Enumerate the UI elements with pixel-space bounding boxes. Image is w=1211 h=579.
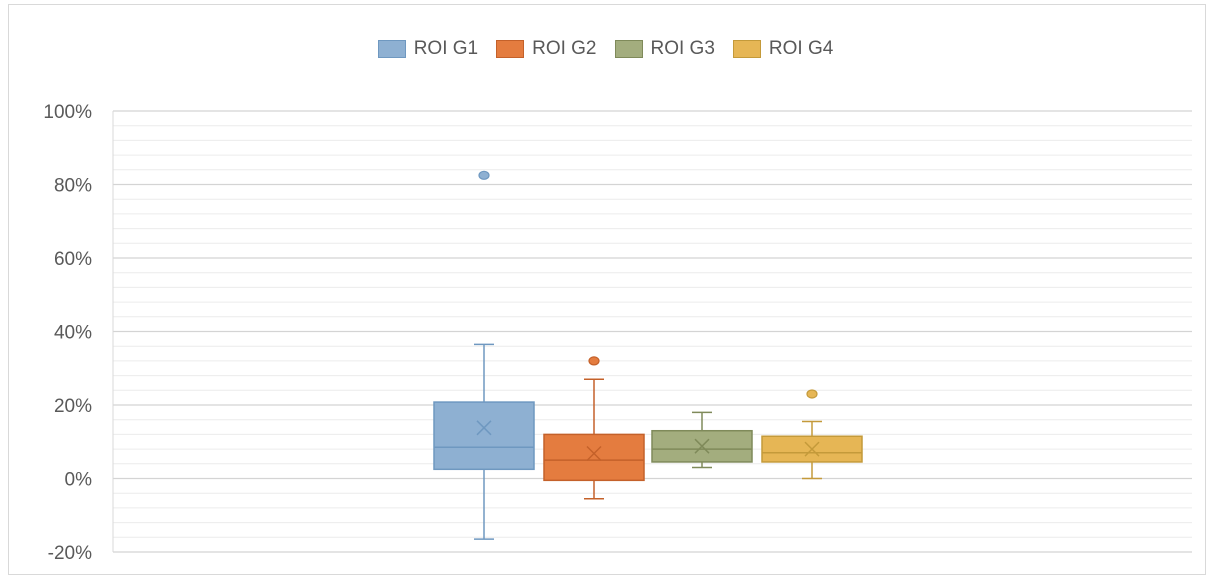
series-2-outlier-point xyxy=(588,356,600,366)
series-1-outlier-point xyxy=(478,170,490,180)
legend-item: ROI G4 xyxy=(732,38,834,60)
series-2-mean-marker xyxy=(586,445,602,462)
legend-item: ROI G1 xyxy=(377,38,479,60)
legend-item: ROI G2 xyxy=(496,38,597,60)
legend-item: ROI G3 xyxy=(614,38,715,60)
legend-swatch xyxy=(614,40,643,58)
series-3-mean-marker xyxy=(694,438,710,454)
y-tick-label: -20% xyxy=(48,543,92,564)
series-4-outlier-point xyxy=(806,389,818,399)
series-4-mean-marker xyxy=(804,441,820,457)
series-1-mean-marker xyxy=(476,420,492,436)
legend-swatch xyxy=(496,40,525,58)
y-tick-label: 100% xyxy=(43,102,92,123)
y-tick-label: 40% xyxy=(54,323,92,344)
y-tick-label: 20% xyxy=(54,396,92,417)
legend-label: ROI G1 xyxy=(413,38,479,59)
series-1-box xyxy=(433,401,535,471)
legend-swatch xyxy=(377,40,406,58)
y-tick-label: 60% xyxy=(54,249,92,270)
legend-swatch xyxy=(732,40,761,58)
legend-label: ROI G3 xyxy=(650,38,715,59)
y-tick-label: 0% xyxy=(65,470,93,491)
legend-label: ROI G2 xyxy=(532,38,597,59)
legend-label: ROI G4 xyxy=(768,38,834,59)
series-2-box xyxy=(543,433,645,482)
y-tick-label: 80% xyxy=(54,176,92,197)
legend: ROI G1 ROI G2 ROI G3 ROI G4 xyxy=(0,38,1211,60)
